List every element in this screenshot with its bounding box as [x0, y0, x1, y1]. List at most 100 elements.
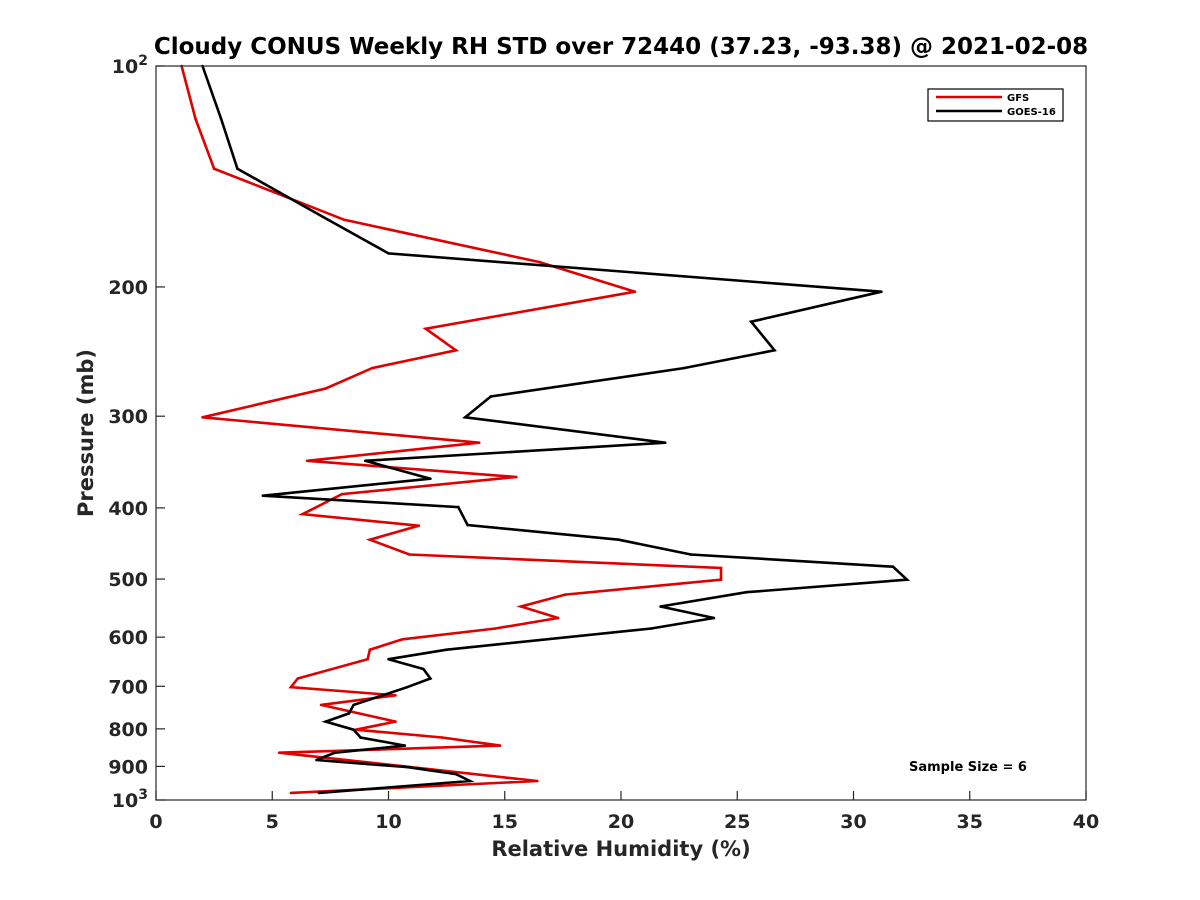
data-point-goes-16-2: [236, 167, 239, 170]
data-point-goes-16-21: [745, 590, 748, 594]
data-point-goes-16-5: [880, 290, 883, 294]
data-point-goes-16-36: [333, 751, 337, 754]
data-point-gfs-22: [519, 605, 523, 608]
data-point-goes-16-6: [749, 320, 753, 324]
data-point-goes-16-13: [429, 477, 432, 481]
x-tick-label-15: 15: [492, 811, 518, 833]
data-point-gfs-18: [408, 553, 411, 556]
data-point-gfs-30: [394, 694, 397, 697]
x-tick-label-40: 40: [1073, 811, 1099, 833]
data-point-goes-16-9: [489, 395, 493, 398]
legend-label-goes-16: GOES-16: [1007, 107, 1056, 118]
data-point-goes-16-29: [405, 685, 409, 689]
data-point-goes-16-38: [405, 765, 409, 769]
data-point-gfs-38: [289, 791, 293, 795]
x-axis: 0 5 10 15 20 25 30 35 40: [149, 791, 1099, 833]
data-point-gfs-21: [563, 593, 567, 596]
data-point-goes-16-26: [387, 657, 390, 661]
data-point-goes-16-22: [659, 605, 662, 608]
data-point-goes-16-1: [219, 117, 223, 121]
data-point-goes-16-10: [463, 416, 467, 419]
x-axis-label: Relative Humidity (%): [491, 837, 750, 861]
x-tick-label-10: 10: [375, 811, 401, 833]
data-point-gfs-7: [454, 349, 458, 352]
y-tick-label-800: 800: [108, 719, 148, 741]
y-tick-label-1000: 103: [112, 787, 148, 812]
x-tick-label-5: 5: [266, 811, 279, 833]
data-point-goes-16-15: [457, 505, 460, 509]
legend-box: [927, 88, 1064, 122]
data-point-goes-16-25: [445, 648, 448, 651]
y-tick-label-300: 300: [108, 406, 148, 428]
data-point-gfs-13: [515, 475, 518, 479]
data-point-gfs-27: [366, 657, 369, 661]
data-point-gfs-32: [394, 720, 397, 723]
y-tick-label-700: 700: [108, 676, 148, 698]
y-tick-label-500: 500: [108, 569, 148, 591]
data-point-goes-16-17: [617, 538, 620, 541]
data-point-gfs-20: [719, 578, 723, 581]
data-point-goes-16-20: [905, 578, 909, 581]
data-point-gfs-37: [536, 779, 539, 783]
data-point-gfs-3: [343, 218, 346, 222]
data-point-goes-16-16: [466, 523, 469, 527]
data-point-goes-16-3: [326, 218, 330, 222]
data-point-gfs-35: [498, 744, 502, 747]
legend: GFS GOES-16: [927, 88, 1064, 122]
data-point-goes-16-14: [261, 494, 265, 498]
data-point-goes-16-41: [317, 791, 321, 795]
y-axis-label: Pressure (mb): [74, 349, 98, 517]
data-point-gfs-26: [368, 648, 372, 651]
data-point-goes-16-37: [315, 758, 318, 762]
data-point-goes-16-33: [352, 728, 355, 731]
x-tick-label-30: 30: [840, 811, 866, 833]
x-tick-label-35: 35: [957, 811, 983, 833]
data-point-goes-16-31: [347, 712, 351, 715]
data-point-goes-16-34: [359, 736, 362, 739]
series-line-goes-16: [201, 65, 911, 795]
y-tick-label-200: 200: [108, 277, 148, 299]
data-point-gfs-34: [440, 736, 444, 739]
x-tick-label-0: 0: [149, 811, 162, 833]
chart-title: Cloudy CONUS Weekly RH STD over 72440 (3…: [154, 34, 1088, 60]
data-point-gfs-23: [556, 616, 560, 620]
data-point-goes-16-7: [773, 349, 776, 352]
y-tick-label-900: 900: [108, 756, 148, 778]
data-point-goes-16-8: [682, 366, 686, 370]
y-axis: 102 200 300 400 500 600 700 800 900 103: [108, 53, 165, 812]
data-point-gfs-19: [719, 566, 723, 570]
data-point-gfs-36: [277, 751, 281, 754]
x-tick-label-25: 25: [724, 811, 750, 833]
y-tick-label-400: 400: [108, 498, 148, 520]
data-point-gfs-29: [289, 685, 293, 689]
data-point-gfs-2: [212, 167, 216, 170]
data-point-goes-16-11: [663, 441, 667, 445]
y-tick-label-600: 600: [108, 627, 148, 649]
series-layer: [180, 64, 911, 795]
data-point-goes-16-18: [689, 553, 693, 556]
data-point-gfs-12: [305, 459, 309, 463]
data-point-gfs-1: [194, 117, 197, 121]
data-point-goes-16-27: [422, 667, 425, 671]
data-point-gfs-5: [633, 290, 637, 294]
sample-size-annotation: Sample Size = 6: [909, 760, 1027, 775]
data-point-goes-16-39: [454, 772, 458, 776]
data-point-gfs-28: [296, 677, 300, 680]
data-point-goes-16-35: [403, 744, 407, 747]
data-point-goes-16-24: [649, 627, 653, 630]
data-point-gfs-9: [324, 387, 328, 390]
data-point-goes-16-40: [468, 779, 472, 783]
data-point-gfs-24: [494, 627, 497, 630]
data-point-goes-16-32: [324, 720, 328, 723]
data-point-goes-16-19: [891, 565, 895, 568]
data-point-goes-16-23: [712, 616, 716, 620]
data-point-goes-16-28: [429, 677, 432, 680]
x-tick-label-20: 20: [608, 811, 634, 833]
data-point-goes-16-4: [387, 252, 390, 255]
data-point-gfs-15: [301, 512, 304, 516]
data-point-gfs-14: [340, 492, 344, 496]
y-tick-label-100: 102: [112, 53, 148, 78]
data-point-gfs-10: [201, 416, 204, 419]
data-point-goes-16-30: [352, 703, 355, 707]
